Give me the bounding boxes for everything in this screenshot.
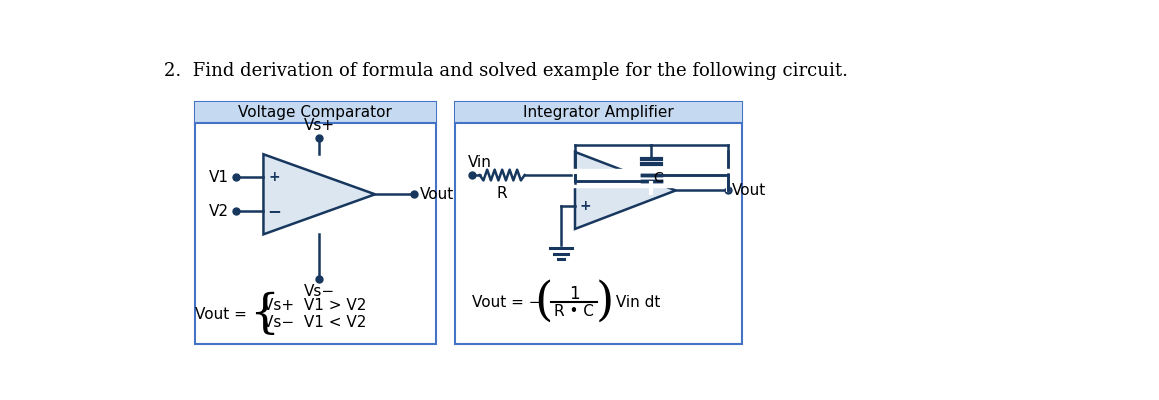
Text: ): ) (596, 280, 614, 325)
Text: Vin dt: Vin dt (612, 294, 661, 310)
Text: Integrator Amplifier: Integrator Amplifier (523, 105, 673, 120)
Text: 1: 1 (569, 286, 580, 303)
Text: R • C: R • C (554, 304, 595, 319)
Polygon shape (575, 152, 676, 229)
Text: (: ( (534, 280, 553, 325)
Text: V1: V1 (209, 170, 228, 185)
Polygon shape (263, 154, 376, 234)
Text: Vout =: Vout = (195, 307, 247, 322)
Text: Vs+: Vs+ (304, 118, 335, 133)
Text: Vs+  V1 > V2: Vs+ V1 > V2 (263, 298, 367, 314)
Text: {: { (249, 292, 279, 337)
Text: Vs−: Vs− (304, 284, 335, 299)
Bar (195, 102, 436, 344)
Text: Voltage Comparator: Voltage Comparator (239, 105, 392, 120)
Text: Vs−  V1 < V2: Vs− V1 < V2 (263, 315, 367, 330)
Text: Vout = −: Vout = − (472, 294, 541, 310)
Bar (195, 102, 436, 124)
Text: +: + (269, 170, 280, 184)
Text: −: − (268, 202, 282, 220)
Bar (454, 102, 742, 124)
Text: C: C (654, 171, 663, 185)
Text: 2.  Find derivation of formula and solved example for the following circuit.: 2. Find derivation of formula and solved… (165, 62, 848, 80)
Text: Vin: Vin (468, 156, 491, 170)
Text: Vout: Vout (731, 183, 766, 198)
Text: Vout: Vout (420, 187, 454, 202)
Text: V2: V2 (209, 204, 228, 219)
Text: −: − (578, 166, 592, 184)
Bar (454, 102, 742, 344)
Text: +: + (580, 199, 591, 213)
Text: R: R (497, 186, 508, 201)
